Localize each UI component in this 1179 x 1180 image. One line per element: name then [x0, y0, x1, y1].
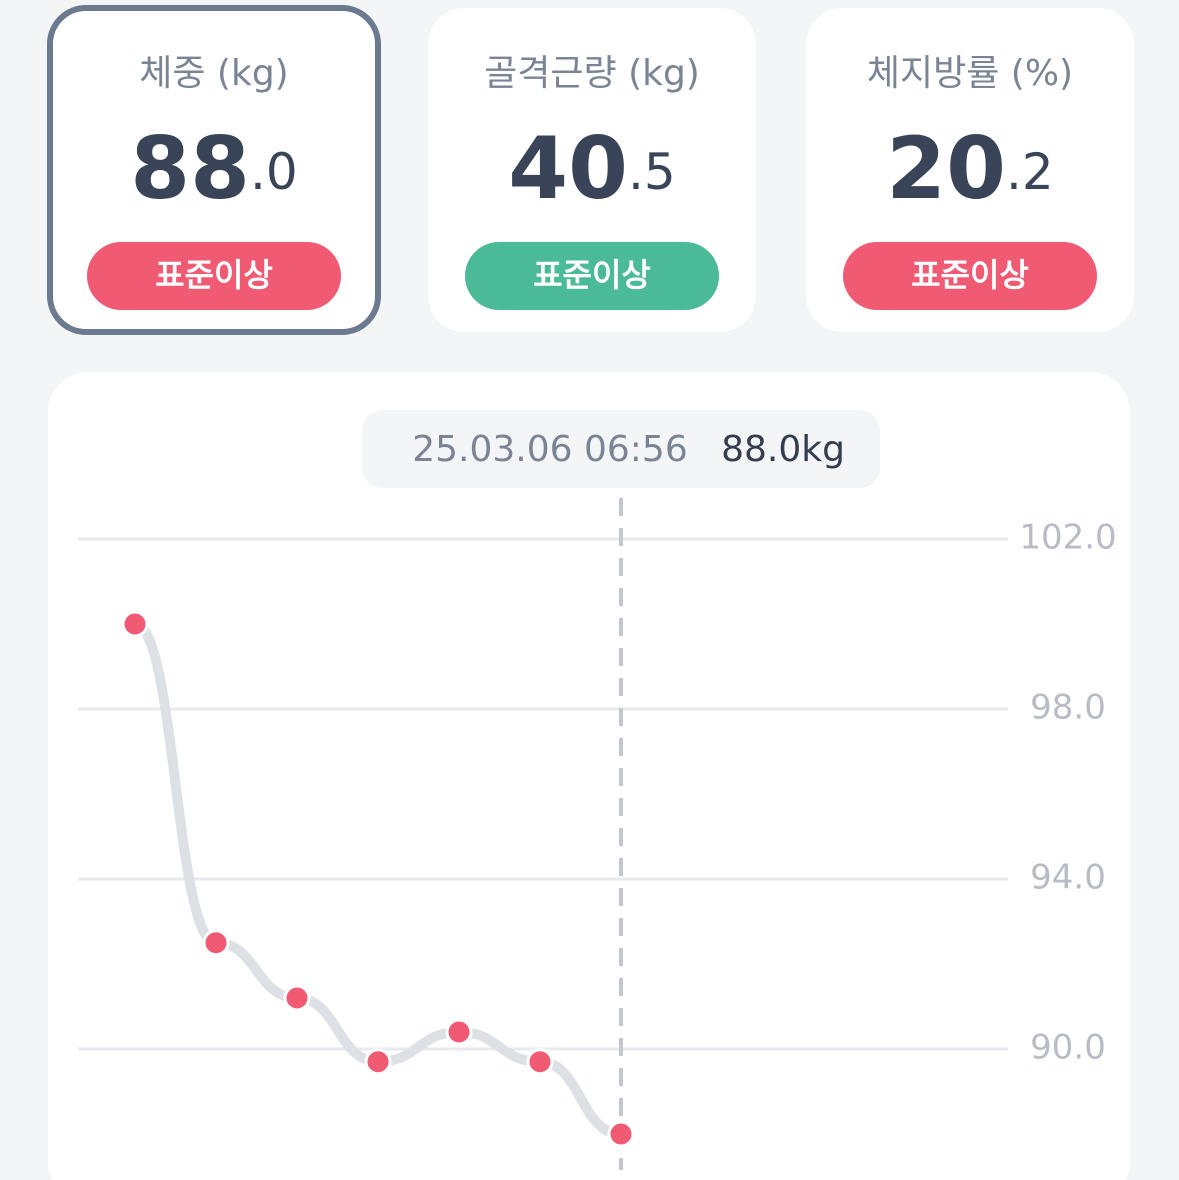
card-value: 88.0: [130, 119, 297, 219]
data-point: [283, 984, 311, 1012]
chart-card: [48, 372, 1130, 1180]
y-tick-label: 94.0: [1030, 858, 1106, 898]
card-label: 체중 (kg): [139, 53, 288, 94]
badge: [87, 242, 341, 310]
badge-text: 표준이상: [155, 256, 273, 294]
tooltip-value: 88.0kg: [721, 429, 845, 470]
badge: [465, 242, 719, 310]
card-value: 20.2: [886, 119, 1053, 219]
badge: [843, 242, 1097, 310]
data-point: [445, 1018, 473, 1046]
tooltip-date: 25.03.06 06:56: [412, 429, 688, 470]
y-tick-label: 98.0: [1030, 688, 1106, 728]
data-point: [202, 929, 230, 957]
value-dec: .5: [628, 143, 676, 201]
card-value: 40.5: [508, 119, 675, 219]
tooltip-box: [362, 410, 880, 488]
value-int: 20: [886, 119, 1006, 219]
data-point: [121, 610, 149, 638]
card-label: 체지방률 (%): [867, 53, 1073, 94]
badge-text: 표준이상: [911, 256, 1029, 294]
card-label: 골격근량 (kg): [484, 53, 700, 94]
y-tick-label: 90.0: [1030, 1028, 1106, 1068]
value-int: 40: [508, 119, 628, 219]
y-tick-label: 102.0: [1019, 518, 1116, 558]
value-int: 88: [130, 119, 250, 219]
data-point: [607, 1120, 635, 1148]
data-point: [526, 1048, 554, 1076]
value-dec: .0: [250, 143, 298, 201]
badge-text: 표준이상: [533, 256, 651, 294]
data-point: [364, 1048, 392, 1076]
value-dec: .2: [1006, 143, 1054, 201]
